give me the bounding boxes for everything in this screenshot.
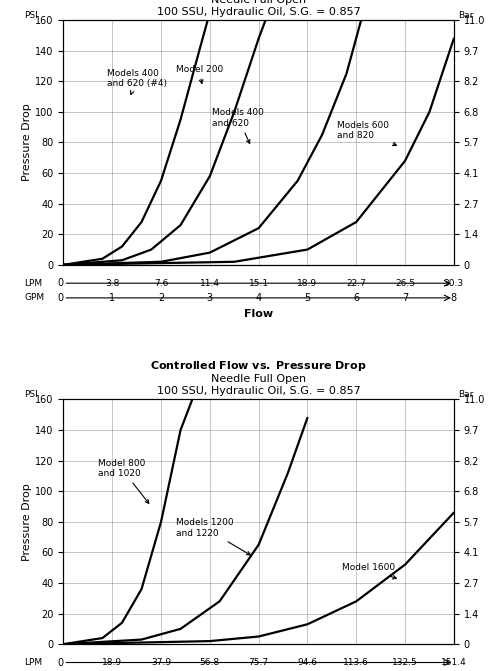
Text: 7: 7 [402, 293, 408, 303]
Y-axis label: Pressure Drop: Pressure Drop [22, 103, 32, 181]
Text: 5: 5 [305, 293, 310, 303]
Text: 2: 2 [158, 293, 164, 303]
Text: Model 1600: Model 1600 [342, 563, 396, 579]
Text: 26.5: 26.5 [395, 278, 415, 288]
Text: GPM: GPM [24, 293, 44, 303]
Y-axis label: Pressure Drop: Pressure Drop [22, 483, 32, 561]
Text: Flow: Flow [244, 309, 273, 319]
Text: 1: 1 [109, 293, 115, 303]
Text: 0: 0 [57, 293, 63, 303]
Text: Models 400
and 620: Models 400 and 620 [212, 108, 264, 144]
Title: $\bf{Controlled\ Flow\ vs.\ Pressure\ Drop}$
Needle Full Open
100 SSU, Hydraulic: $\bf{Controlled\ Flow\ vs.\ Pressure\ Dr… [150, 359, 367, 396]
Text: 22.7: 22.7 [346, 278, 366, 288]
Title: $\bf{Controlled\ Flow\ vs.\ Pressure\ Drop}$
Needle Full Open
100 SSU, Hydraulic: $\bf{Controlled\ Flow\ vs.\ Pressure\ Dr… [150, 0, 367, 17]
Text: Bar: Bar [458, 11, 473, 19]
Text: 75.7: 75.7 [248, 658, 269, 667]
Text: LPM: LPM [24, 278, 42, 288]
Text: 8: 8 [451, 293, 457, 303]
Text: 132.5: 132.5 [392, 658, 418, 667]
Text: 94.6: 94.6 [298, 658, 317, 667]
Text: 0: 0 [57, 278, 63, 289]
Text: 6: 6 [353, 293, 359, 303]
Text: 0: 0 [57, 658, 63, 668]
Text: Models 600
and 820: Models 600 and 820 [337, 121, 396, 146]
Text: 3: 3 [207, 293, 213, 303]
Text: 4: 4 [256, 293, 262, 303]
Text: Model 200: Model 200 [176, 64, 223, 83]
Text: 7.6: 7.6 [154, 278, 168, 288]
Text: 30.3: 30.3 [444, 278, 464, 288]
Text: 11.4: 11.4 [200, 278, 220, 288]
Text: 113.6: 113.6 [343, 658, 369, 667]
Text: Models 400
and 620 (#4): Models 400 and 620 (#4) [107, 68, 167, 95]
Text: Model 800
and 1020: Model 800 and 1020 [98, 458, 149, 503]
Text: 56.8: 56.8 [200, 658, 220, 667]
Text: PSI: PSI [24, 390, 38, 399]
Text: 15.1: 15.1 [248, 278, 269, 288]
Text: 151.4: 151.4 [441, 658, 467, 667]
Text: Models 1200
and 1220: Models 1200 and 1220 [176, 518, 250, 555]
Text: 18.9: 18.9 [102, 658, 122, 667]
Text: 3.8: 3.8 [105, 278, 120, 288]
Text: LPM: LPM [24, 658, 42, 667]
Text: 37.9: 37.9 [151, 658, 171, 667]
Text: PSI: PSI [24, 11, 38, 19]
Text: Bar: Bar [458, 390, 473, 399]
Text: 18.9: 18.9 [297, 278, 318, 288]
